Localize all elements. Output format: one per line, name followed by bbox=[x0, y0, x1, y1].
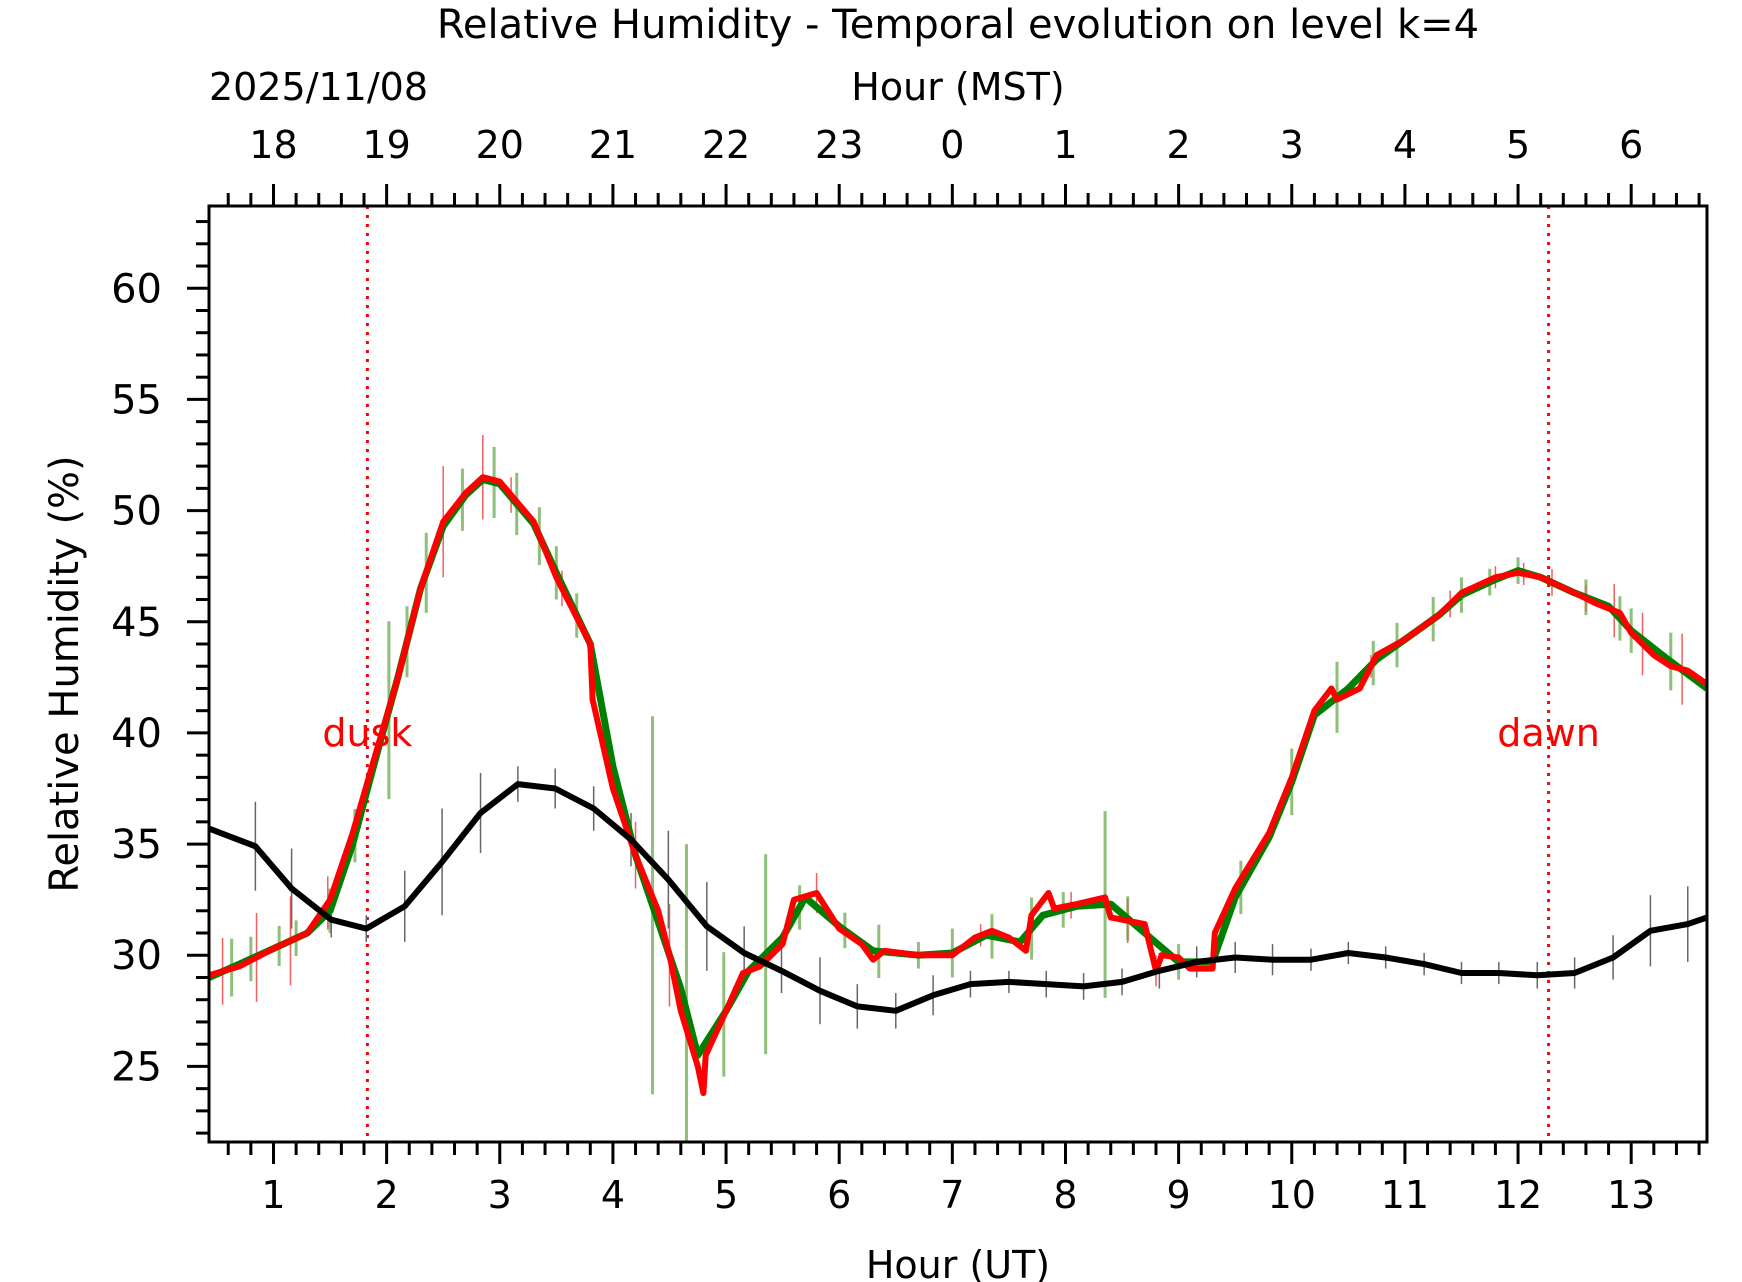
y-tick-label: 35 bbox=[111, 822, 162, 868]
x-tick-label: 10 bbox=[1268, 1173, 1316, 1217]
y-tick-label: 25 bbox=[111, 1044, 162, 1090]
y-axis-label: Relative Humidity (%) bbox=[42, 455, 88, 892]
x-axis-label: Hour (UT) bbox=[866, 1243, 1050, 1282]
top-x-tick-label: 4 bbox=[1393, 123, 1417, 167]
top-x-tick-label: 23 bbox=[815, 123, 863, 167]
top-axis-label: Hour (MST) bbox=[851, 65, 1064, 109]
top-x-tick-label: 3 bbox=[1280, 123, 1304, 167]
black-series-line bbox=[209, 781, 1707, 1014]
top-x-tick-label: 6 bbox=[1619, 123, 1643, 167]
plot-area bbox=[209, 206, 1707, 1142]
x-tick-label: 1 bbox=[261, 1173, 285, 1217]
plot-frame bbox=[207, 204, 1709, 1144]
top-x-tick-label: 5 bbox=[1506, 123, 1530, 167]
x-tick-label: 6 bbox=[827, 1173, 851, 1217]
dusk-label: dusk bbox=[322, 711, 412, 755]
date-label: 2025/11/08 bbox=[209, 65, 428, 109]
top-x-tick-label: 1 bbox=[1053, 123, 1077, 167]
x-tick-label: 2 bbox=[375, 1173, 399, 1217]
x-tick-label: 11 bbox=[1381, 1173, 1429, 1217]
red-series-line bbox=[209, 474, 1707, 1097]
y-tick-label: 55 bbox=[111, 377, 162, 423]
chart-title: Relative Humidity - Temporal evolution o… bbox=[437, 2, 1479, 48]
y-tick-label: 50 bbox=[111, 489, 162, 535]
top-x-tick-label: 20 bbox=[476, 123, 524, 167]
y-tick-label: 60 bbox=[111, 266, 162, 312]
green-series-line bbox=[209, 476, 1707, 1059]
x-tick-label: 4 bbox=[601, 1173, 625, 1217]
top-x-tick-label: 2 bbox=[1167, 123, 1191, 167]
dawn-label: dawn bbox=[1497, 711, 1600, 755]
top-x-tick-label: 22 bbox=[702, 123, 750, 167]
y-tick-label: 30 bbox=[111, 933, 162, 979]
x-tick-label: 7 bbox=[940, 1173, 964, 1217]
x-tick-label: 12 bbox=[1494, 1173, 1542, 1217]
top-x-tick-label: 18 bbox=[249, 123, 297, 167]
x-tick-label: 3 bbox=[488, 1173, 512, 1217]
x-tick-label: 8 bbox=[1053, 1173, 1077, 1217]
x-tick-label: 5 bbox=[714, 1173, 738, 1217]
x-tick-label: 9 bbox=[1167, 1173, 1191, 1217]
top-x-tick-label: 19 bbox=[362, 123, 410, 167]
top-x-tick-label: 0 bbox=[940, 123, 964, 167]
y-tick-label: 45 bbox=[111, 600, 162, 646]
top-x-tick-label: 21 bbox=[589, 123, 637, 167]
y-tick-label: 40 bbox=[111, 711, 162, 757]
x-tick-label: 13 bbox=[1607, 1173, 1655, 1217]
